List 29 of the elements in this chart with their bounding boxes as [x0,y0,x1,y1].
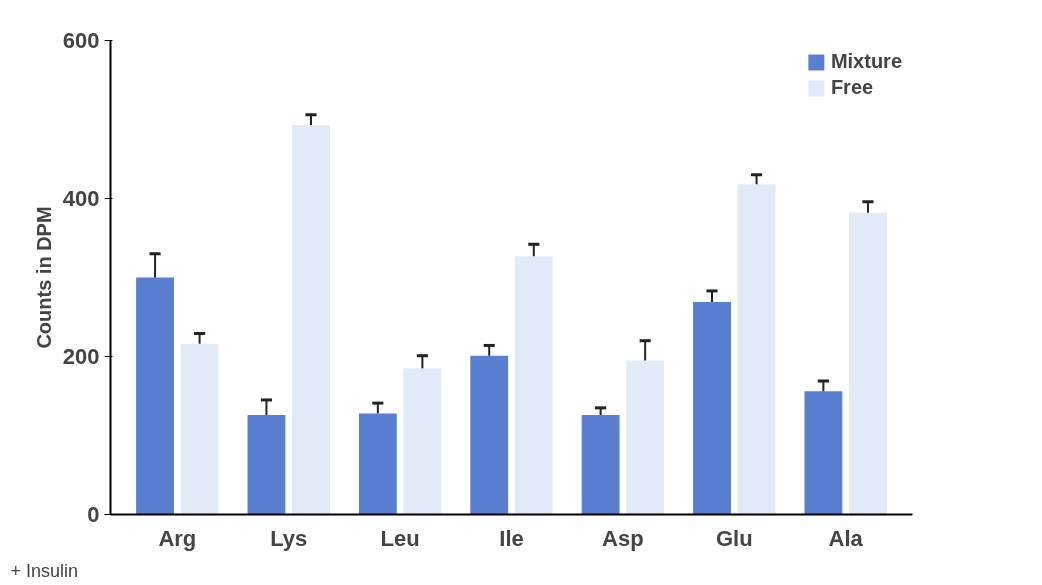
bar [470,355,509,515]
y-tick-label: 400 [62,186,100,211]
bar [804,391,843,515]
y-tick-label: 200 [62,344,100,369]
x-tick-label: Leu [380,525,420,551]
bar [403,368,442,515]
bar [292,125,330,515]
bar [136,277,174,515]
x-tick-label: Glu [715,525,753,551]
x-tick-label: Asp [602,525,644,551]
legend-label: Mixture [830,50,902,73]
bar [693,301,731,515]
bar [247,414,286,515]
y-axis-title: Counts in DPM [32,206,55,349]
bar [581,414,620,515]
text: + Insulin [10,560,79,581]
legend-label: Free [830,76,874,99]
bar [180,343,219,515]
bar [514,256,553,515]
bar [626,360,665,515]
bar [737,184,776,515]
y-tick-label: 600 [62,28,100,53]
x-tick-label: Lys [270,525,308,551]
x-tick-label: Ala [828,525,864,551]
x-tick-label: Arg [158,525,197,551]
bar [849,212,887,515]
y-tick-label: 0 [87,502,100,527]
x-tick-label: Ile [499,525,524,551]
bar [358,413,397,515]
